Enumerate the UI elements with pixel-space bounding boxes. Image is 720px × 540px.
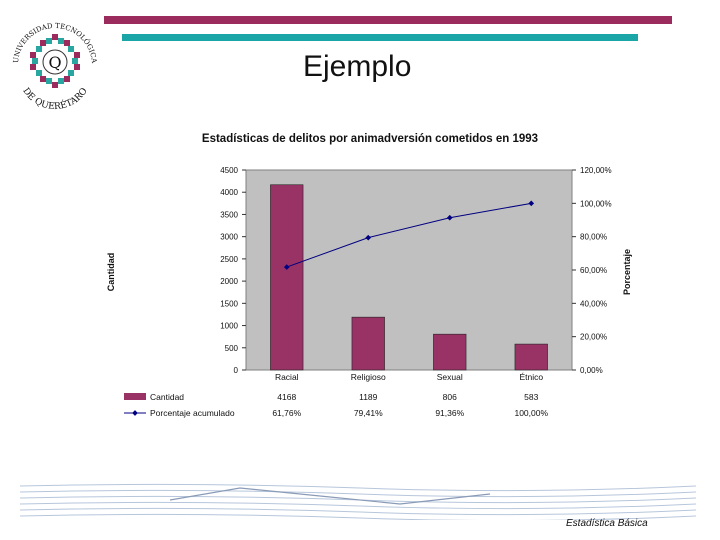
line-point <box>528 200 535 207</box>
bar <box>433 333 467 371</box>
logo-letter: Q <box>48 53 61 72</box>
university-logo: UNIVERSIDAD TECNOLÓGICA DE QUERÉTARO Q <box>12 22 98 112</box>
data-label: 1189 <box>359 392 378 402</box>
y2-tick-label: 120,00% <box>580 166 612 175</box>
category-label: Racial <box>275 372 299 382</box>
y-tick-label: 3000 <box>220 233 238 242</box>
y2-tick-label: 60,00% <box>580 266 607 275</box>
y2-tick-label: 80,00% <box>580 233 607 242</box>
pareto-chart: Estadísticas de delitos por animadversió… <box>106 133 632 418</box>
y-tick-label: 4500 <box>220 166 238 175</box>
y-tick-label: 1000 <box>220 322 238 331</box>
line-point <box>283 264 290 270</box>
y-tick-label: 0 <box>234 366 239 375</box>
secondary-y-axis-label: Porcentaje <box>622 249 632 295</box>
legend-swatch-cantidad <box>124 393 146 400</box>
y-tick-label: 3500 <box>220 210 238 219</box>
data-label: 806 <box>443 392 457 402</box>
slide-title: Ejemplo <box>303 50 412 83</box>
header-secondary-bar <box>122 34 638 41</box>
logo-bottom-text: DE QUERÉTARO <box>20 86 89 112</box>
y2-tick-label: 0,00% <box>580 366 603 375</box>
y-axis-label: Cantidad <box>106 253 116 292</box>
data-label: 100,00% <box>514 408 548 418</box>
y2-tick-label: 20,00% <box>580 333 607 342</box>
category-label: Sexual <box>437 372 463 382</box>
bar <box>514 343 548 371</box>
cumulative-line <box>286 202 532 268</box>
data-label: 91,36% <box>435 408 464 418</box>
data-label: 79,41% <box>354 408 383 418</box>
y-tick-label: 4000 <box>220 188 238 197</box>
footer-label: Estadística Básica <box>566 518 648 529</box>
y-tick-label: 2500 <box>220 255 238 264</box>
data-label: 4168 <box>277 392 296 402</box>
header-accent-bar <box>104 16 672 24</box>
bar <box>351 316 385 371</box>
line-point <box>446 214 453 221</box>
line-point <box>365 234 372 241</box>
data-label: 61,76% <box>272 408 301 418</box>
y-tick-label: 2000 <box>220 277 238 286</box>
footer-decoration <box>20 483 696 520</box>
y-tick-label: 500 <box>225 344 239 353</box>
category-label: Religioso <box>351 372 386 382</box>
y2-tick-label: 100,00% <box>580 199 612 208</box>
y2-tick-label: 40,00% <box>580 299 607 308</box>
data-label: 583 <box>524 392 538 402</box>
bar <box>270 184 304 371</box>
legend-label: Cantidad <box>150 392 184 402</box>
chart-title: Estadísticas de delitos por animadversió… <box>202 133 538 145</box>
y-tick-label: 1500 <box>220 299 238 308</box>
legend-label: Porcentaje acumulado <box>150 408 235 418</box>
legend-marker-porcentaje <box>132 410 138 416</box>
category-label: Étnico <box>519 372 543 382</box>
